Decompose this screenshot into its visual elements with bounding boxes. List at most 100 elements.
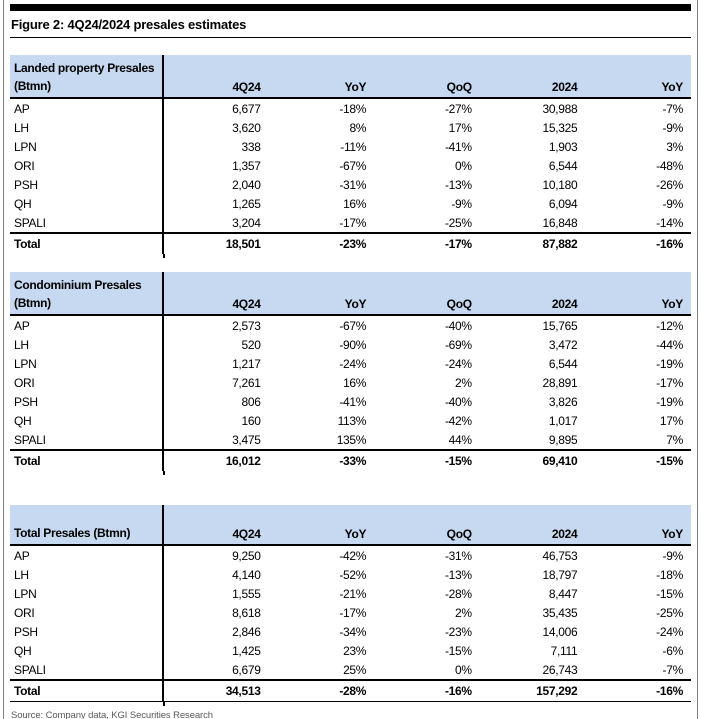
cell-value: -69%	[444, 337, 472, 352]
cell-value: 0%	[455, 158, 472, 173]
cell-value: 23%	[343, 643, 367, 658]
row-label: LH	[10, 335, 164, 354]
cell-value: 1,217	[232, 356, 261, 371]
cell-value: 2,846	[232, 624, 261, 639]
cell-value: 10,180	[542, 177, 578, 192]
table-body: AP 2,573 -67% -40% 15,765 -12% LH 520 -90% -69% 3,…	[10, 315, 691, 471]
cell-value: -28%	[444, 586, 472, 601]
presales-table-landed-property-presales: Landed property Presales (Btmn) 4Q24 YoY Qo…	[10, 55, 691, 258]
cell-value: 3,475	[232, 432, 261, 447]
cell-value: 26,743	[542, 662, 578, 677]
row-label: LH	[10, 565, 164, 584]
cell-value: 0%	[455, 662, 472, 677]
cell-value: -18%	[656, 567, 683, 582]
tables-container: Landed property Presales (Btmn) 4Q24 YoY Qo…	[10, 55, 691, 706]
cell-value: -16%	[585, 679, 691, 702]
cell-value: -26%	[656, 177, 683, 192]
row-label: SPALI	[10, 213, 164, 233]
row-label: PSH	[10, 175, 164, 194]
cell-value: 1,903	[548, 139, 578, 154]
figure-title: Figure 2: 4Q24/2024 presales estimates	[10, 11, 691, 38]
cell-value: -18%	[339, 101, 367, 116]
column-header: 4Q24	[163, 272, 269, 316]
cell-value: -17%	[374, 232, 480, 254]
table-row: SPALI 3,204 -17% -25% 16,848 -14%	[10, 213, 691, 233]
table-label-line: Total Presales (Btmn)	[14, 526, 131, 540]
cell-value: -67%	[339, 318, 367, 333]
column-header: QoQ	[374, 55, 480, 99]
table-row: AP 2,573 -67% -40% 15,765 -12%	[10, 315, 691, 335]
row-label: Total	[10, 449, 164, 471]
row-label: ORI	[10, 603, 164, 622]
column-header: QoQ	[374, 272, 480, 316]
column-header: YoY	[268, 272, 375, 316]
cell-value: -14%	[656, 215, 683, 230]
total-row: Total 18,501 -23% -17% 87,882 -16%	[10, 232, 691, 254]
row-label: Total	[10, 679, 164, 702]
cell-value: 6,544	[548, 158, 578, 173]
cell-value: -19%	[656, 394, 683, 409]
table-label-line: Landed property Presales	[14, 61, 155, 75]
table-row: PSH 2,846 -34% -23% 14,006 -24%	[10, 622, 691, 641]
table-body: AP 6,677 -18% -27% 30,988 -7% LH 3,620 8% 17% 15,3…	[10, 98, 691, 254]
cell-value: -42%	[339, 548, 367, 563]
cell-value: -15%	[374, 449, 480, 471]
cell-value: 2%	[455, 375, 472, 390]
cell-value: 16,848	[542, 215, 578, 230]
cell-value: -27%	[444, 101, 472, 116]
row-label: QH	[10, 641, 164, 660]
cell-value: 135%	[336, 432, 367, 447]
column-header: 2024	[479, 55, 586, 99]
column-divider-stub	[163, 254, 165, 258]
table-header-row: Landed property Presales (Btmn) 4Q24 YoY Qo…	[10, 55, 691, 99]
total-row: Total 34,513 -28% -16% 157,292 -16%	[10, 679, 691, 702]
cell-value: -11%	[340, 139, 367, 154]
cell-value: -9%	[662, 120, 684, 135]
header-accent-bar	[10, 4, 691, 11]
cell-value: -21%	[339, 586, 367, 601]
table-row: QH 1,265 16% -9% 6,094 -9%	[10, 194, 691, 213]
cell-value: -13%	[444, 567, 472, 582]
cell-value: -12%	[656, 318, 683, 333]
cell-value: -24%	[339, 356, 367, 371]
presales-table-total-presales: Total Presales (Btmn) 4Q24 YoY QoQ 2024 YoY …	[10, 505, 691, 706]
cell-value: -31%	[444, 548, 472, 563]
cell-value: 16,012	[163, 449, 269, 471]
cell-value: -9%	[451, 196, 472, 211]
cell-value: 15,325	[542, 120, 578, 135]
table-row: ORI 1,357 -67% 0% 6,544 -48%	[10, 156, 691, 175]
cell-value: 7%	[666, 432, 683, 447]
cell-value: 14,006	[542, 624, 578, 639]
table-row: QH 160 113% -42% 1,017 17%	[10, 411, 691, 430]
cell-value: 6,544	[548, 356, 578, 371]
cell-value: 25%	[343, 662, 367, 677]
cell-value: 113%	[337, 413, 367, 428]
table-body: AP 9,250 -42% -31% 46,753 -9% LH 4,140 -52% -13% 1…	[10, 545, 691, 702]
cell-value: -17%	[339, 605, 367, 620]
row-label: LH	[10, 118, 164, 137]
table-row: AP 9,250 -42% -31% 46,753 -9%	[10, 545, 691, 565]
table-row: PSH 806 -41% -40% 3,826 -19%	[10, 392, 691, 411]
table-label: Condominium Presales (Btmn)	[10, 272, 164, 316]
cell-value: 3%	[666, 139, 683, 154]
row-label: QH	[10, 411, 164, 430]
row-label: AP	[10, 315, 164, 335]
cell-value: -42%	[444, 413, 472, 428]
row-label: AP	[10, 98, 164, 118]
cell-value: -23%	[444, 624, 472, 639]
table-row: SPALI 3,475 135% 44% 9,895 7%	[10, 430, 691, 450]
total-row: Total 16,012 -33% -15% 69,410 -15%	[10, 449, 691, 471]
table-row: LPN 338 -11% -41% 1,903 3%	[10, 137, 691, 156]
cell-value: 9,250	[232, 548, 261, 563]
cell-value: 9,895	[548, 432, 578, 447]
cell-value: 2,040	[232, 177, 261, 192]
table-row: PSH 2,040 -31% -13% 10,180 -26%	[10, 175, 691, 194]
cell-value: 338	[241, 139, 261, 154]
table-label-line: (Btmn)	[14, 79, 51, 93]
row-label: Total	[10, 232, 164, 254]
cell-value: 1,265	[232, 196, 261, 211]
column-header: 4Q24	[163, 55, 269, 99]
cell-value: -24%	[656, 624, 683, 639]
cell-value: -34%	[339, 624, 367, 639]
